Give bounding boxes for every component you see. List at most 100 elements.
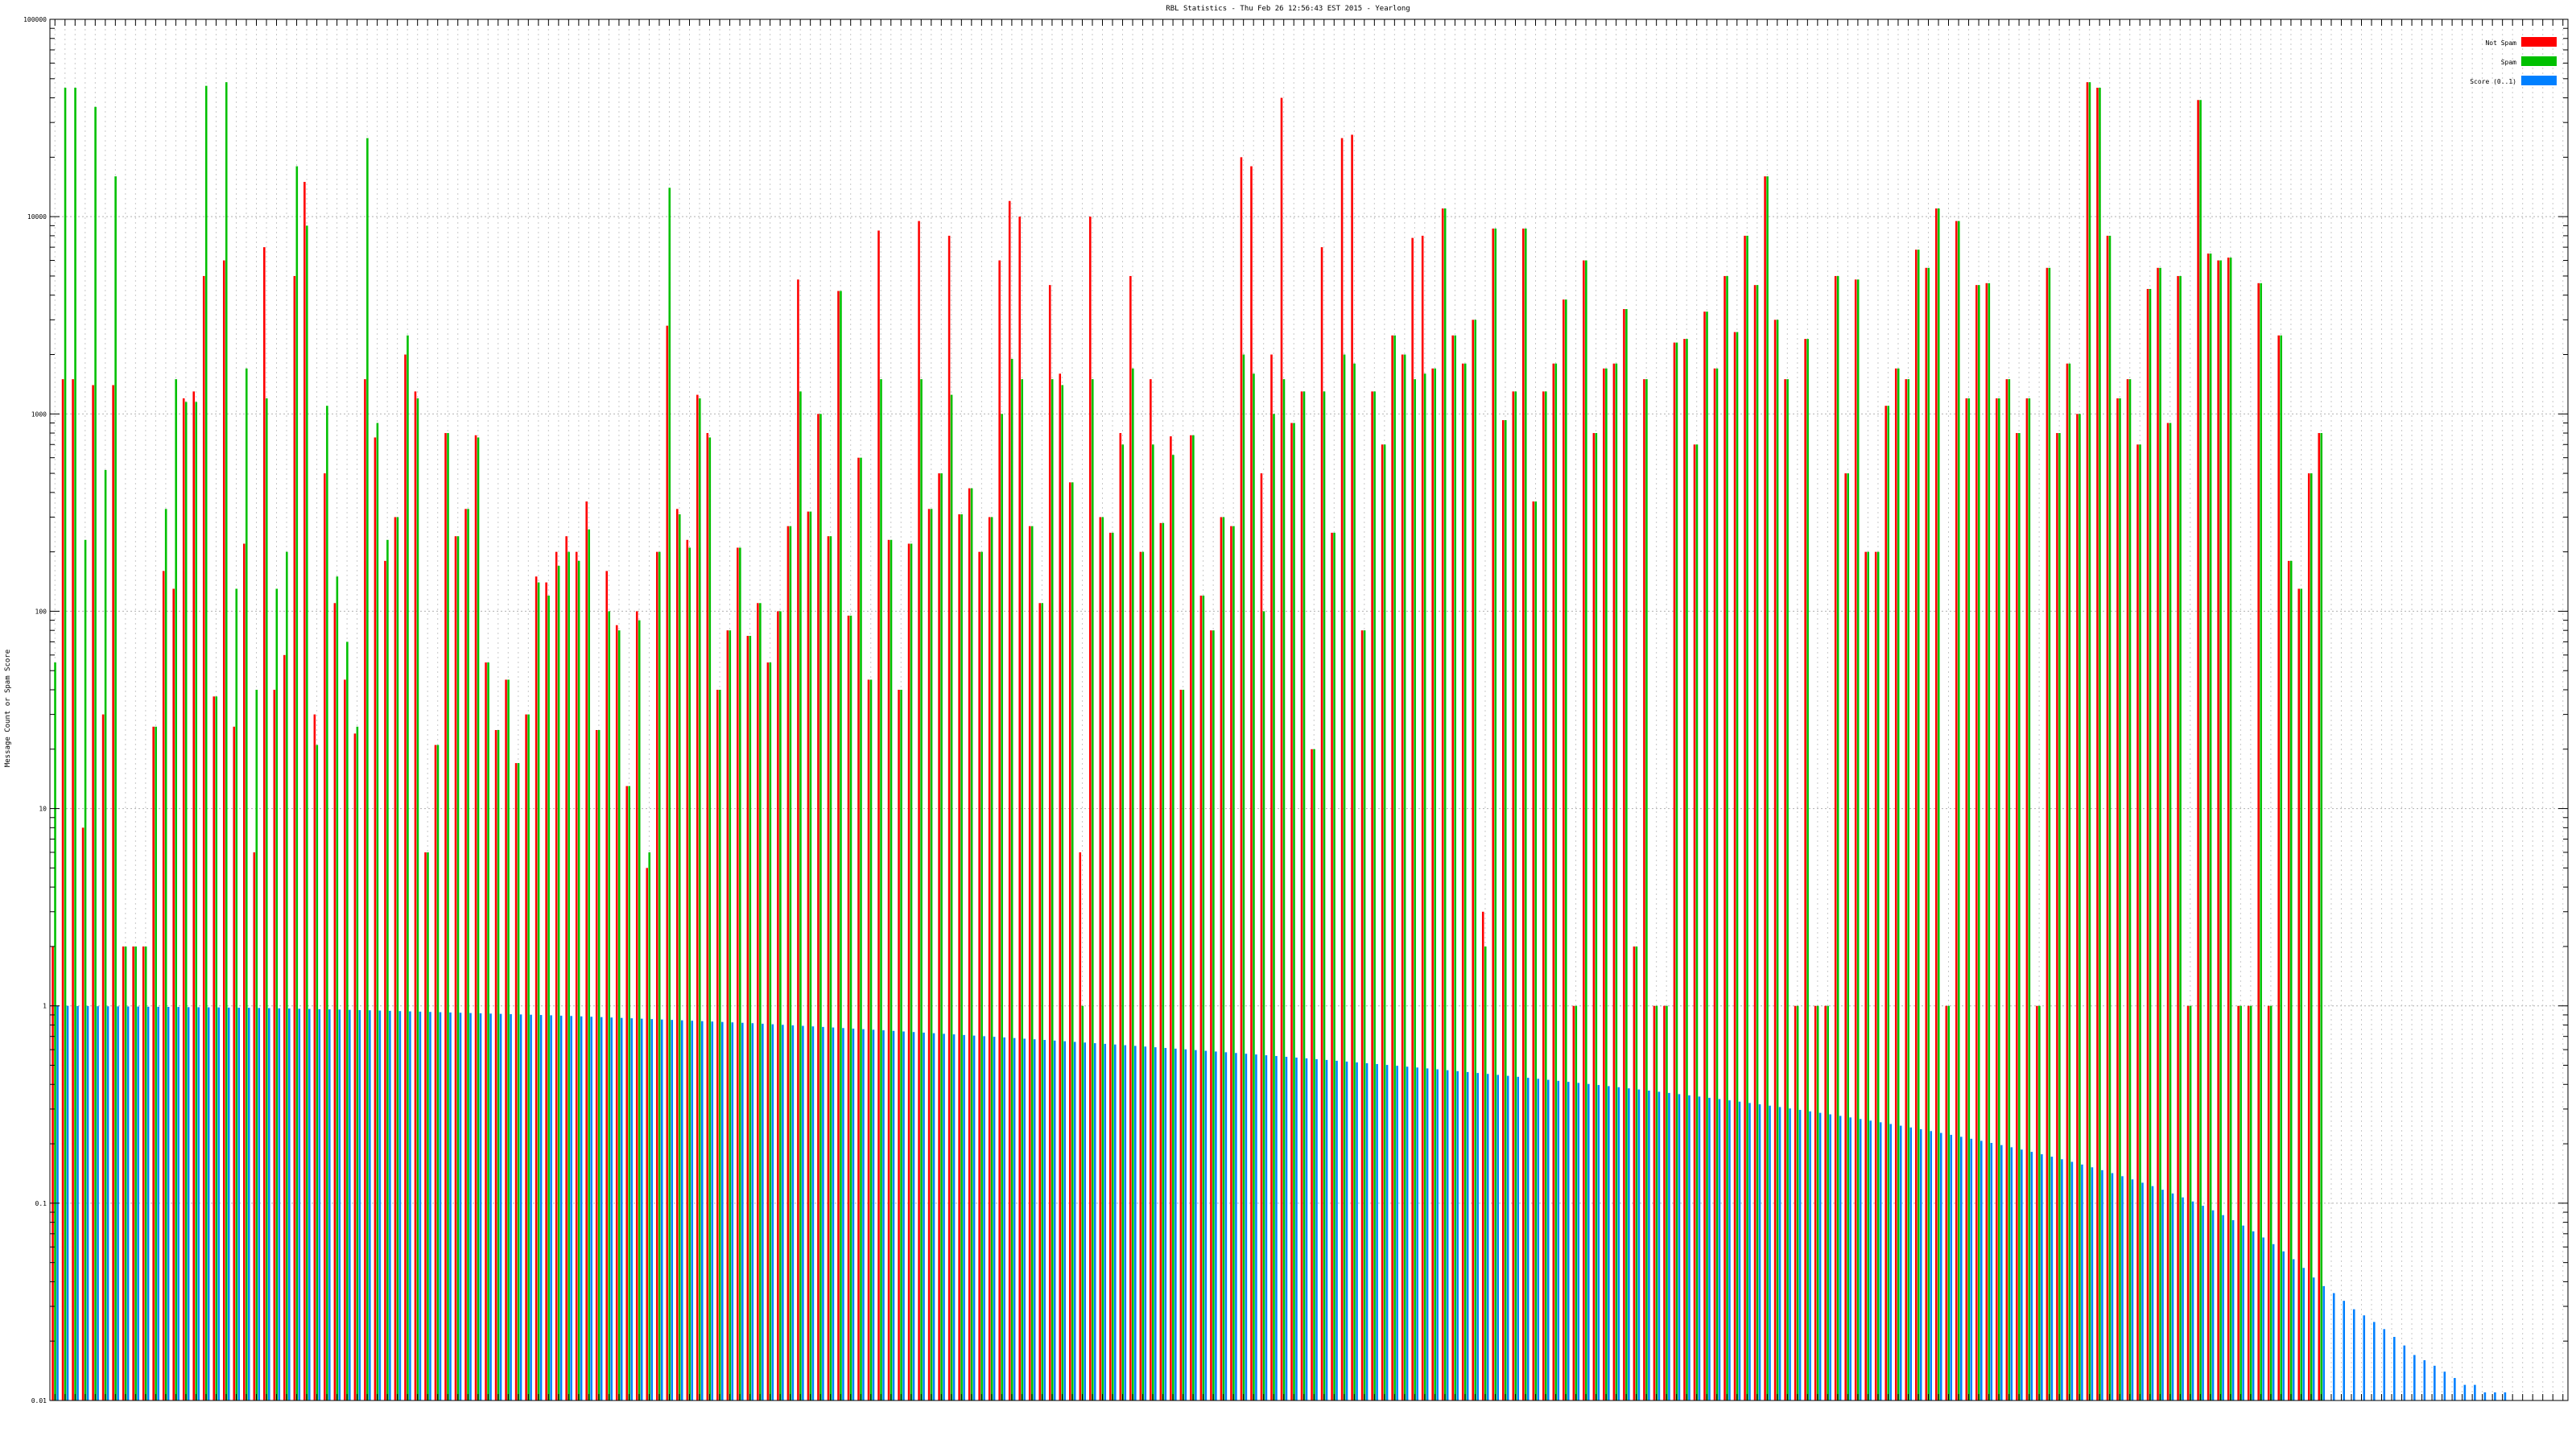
bar-spam: [1343, 354, 1346, 1400]
bar-spam: [1202, 596, 1205, 1400]
bar-score-0-1-: [2141, 1182, 2144, 1400]
bar-not-spam: [696, 394, 699, 1400]
bar-not-spam: [1320, 247, 1323, 1400]
bar-spam: [215, 696, 218, 1400]
bar-not-spam: [1190, 435, 1192, 1400]
bar-spam: [1463, 363, 1467, 1400]
bar-score-0-1-: [469, 1013, 472, 1400]
y-tick-label: 1: [43, 1003, 47, 1010]
bar-not-spam: [1592, 433, 1596, 1401]
bar-score-0-1-: [963, 1034, 965, 1400]
bar-not-spam: [1159, 522, 1162, 1400]
bar-score-0-1-: [2443, 1372, 2446, 1400]
bar-score-0-1-: [530, 1014, 532, 1400]
bar-spam: [74, 88, 76, 1401]
bar-not-spam: [112, 385, 114, 1400]
bar-not-spam: [72, 379, 74, 1401]
bar-spam: [1141, 551, 1145, 1400]
bar-score-0-1-: [731, 1022, 734, 1400]
bar-spam: [396, 517, 399, 1400]
bar-score-0-1-: [1889, 1124, 1892, 1400]
bar-score-0-1-: [852, 1028, 855, 1400]
bar-spam: [175, 379, 177, 1401]
bar-score-0-1-: [287, 1008, 291, 1400]
bar-score-0-1-: [1758, 1104, 1761, 1400]
bar-not-spam: [152, 726, 155, 1400]
bar-spam: [990, 517, 993, 1400]
bar-not-spam: [1965, 398, 1968, 1400]
bar-score-0-1-: [378, 1010, 382, 1400]
bar-spam: [184, 402, 188, 1401]
bar-spam: [860, 457, 862, 1400]
bar-score-0-1-: [157, 1006, 159, 1400]
bar-spam: [1998, 398, 2000, 1400]
bar-spam: [2300, 588, 2302, 1400]
bar-spam: [275, 588, 279, 1400]
y-tick-label: 1000: [31, 410, 47, 418]
bar-spam: [497, 730, 500, 1400]
bar-score-0-1-: [671, 1020, 674, 1400]
y-tick-label: 100000: [23, 16, 47, 23]
bar-score-0-1-: [2182, 1197, 2184, 1400]
bar-not-spam: [404, 354, 407, 1400]
bar-not-spam: [827, 536, 830, 1401]
bar-not-spam: [1633, 946, 1636, 1400]
bar-spam: [668, 188, 671, 1401]
bar-spam: [1786, 379, 1789, 1401]
bar-not-spam: [1653, 1005, 1656, 1400]
bar-spam: [1242, 354, 1245, 1400]
bar-not-spam: [545, 582, 547, 1400]
bar-not-spam: [2056, 433, 2058, 1401]
bar-not-spam: [52, 946, 54, 1400]
bar-spam: [658, 551, 661, 1400]
bar-not-spam: [1250, 166, 1253, 1401]
bar-spam: [54, 662, 56, 1400]
bar-spam: [1091, 379, 1094, 1401]
bar-spam: [336, 576, 339, 1400]
bar-score-0-1-: [711, 1021, 714, 1400]
bar-score-0-1-: [832, 1027, 835, 1400]
bar-spam: [568, 551, 570, 1400]
bar-score-0-1-: [559, 1015, 563, 1400]
bar-spam: [225, 82, 228, 1400]
bar-not-spam: [726, 630, 729, 1400]
bar-not-spam: [847, 615, 850, 1400]
bar-score-0-1-: [1406, 1066, 1409, 1400]
bar-score-0-1-: [1446, 1070, 1449, 1400]
bar-score-0-1-: [398, 1011, 402, 1400]
bar-not-spam: [2126, 379, 2129, 1401]
legend-swatch: [2521, 37, 2557, 47]
bar-not-spam: [837, 291, 840, 1400]
bar-score-0-1-: [1577, 1083, 1580, 1400]
bar-not-spam: [101, 714, 105, 1400]
bar-not-spam: [1724, 275, 1726, 1400]
bar-not-spam: [575, 551, 578, 1400]
bar-score-0-1-: [1950, 1134, 1953, 1400]
bar-not-spam: [1059, 373, 1062, 1400]
bar-not-spam: [746, 636, 749, 1400]
bar-not-spam: [1179, 689, 1183, 1400]
bar-not-spam: [1572, 1005, 1575, 1400]
bar-not-spam: [1331, 532, 1333, 1400]
bar-not-spam: [797, 279, 799, 1400]
bar-score-0-1-: [419, 1011, 422, 1400]
bar-spam: [557, 565, 560, 1400]
bar-not-spam: [2157, 267, 2159, 1401]
bar-score-0-1-: [2021, 1149, 2023, 1400]
bar-score-0-1-: [811, 1026, 815, 1400]
bar-not-spam: [344, 679, 346, 1400]
bar-not-spam: [1008, 200, 1011, 1400]
bar-not-spam: [1351, 134, 1353, 1401]
bar-spam: [1554, 363, 1558, 1400]
bar-not-spam: [514, 763, 518, 1400]
bar-spam: [2008, 379, 2011, 1401]
bar-not-spam: [877, 230, 880, 1400]
bar-spam: [84, 539, 87, 1400]
bar-score-0-1-: [1496, 1075, 1500, 1400]
bar-spam: [840, 291, 842, 1400]
bar-spam: [1947, 1005, 1951, 1400]
bar-score-0-1-: [117, 1006, 119, 1400]
bar-not-spam: [172, 588, 175, 1400]
bar-spam: [1615, 363, 1618, 1400]
bar-score-0-1-: [2454, 1378, 2456, 1400]
